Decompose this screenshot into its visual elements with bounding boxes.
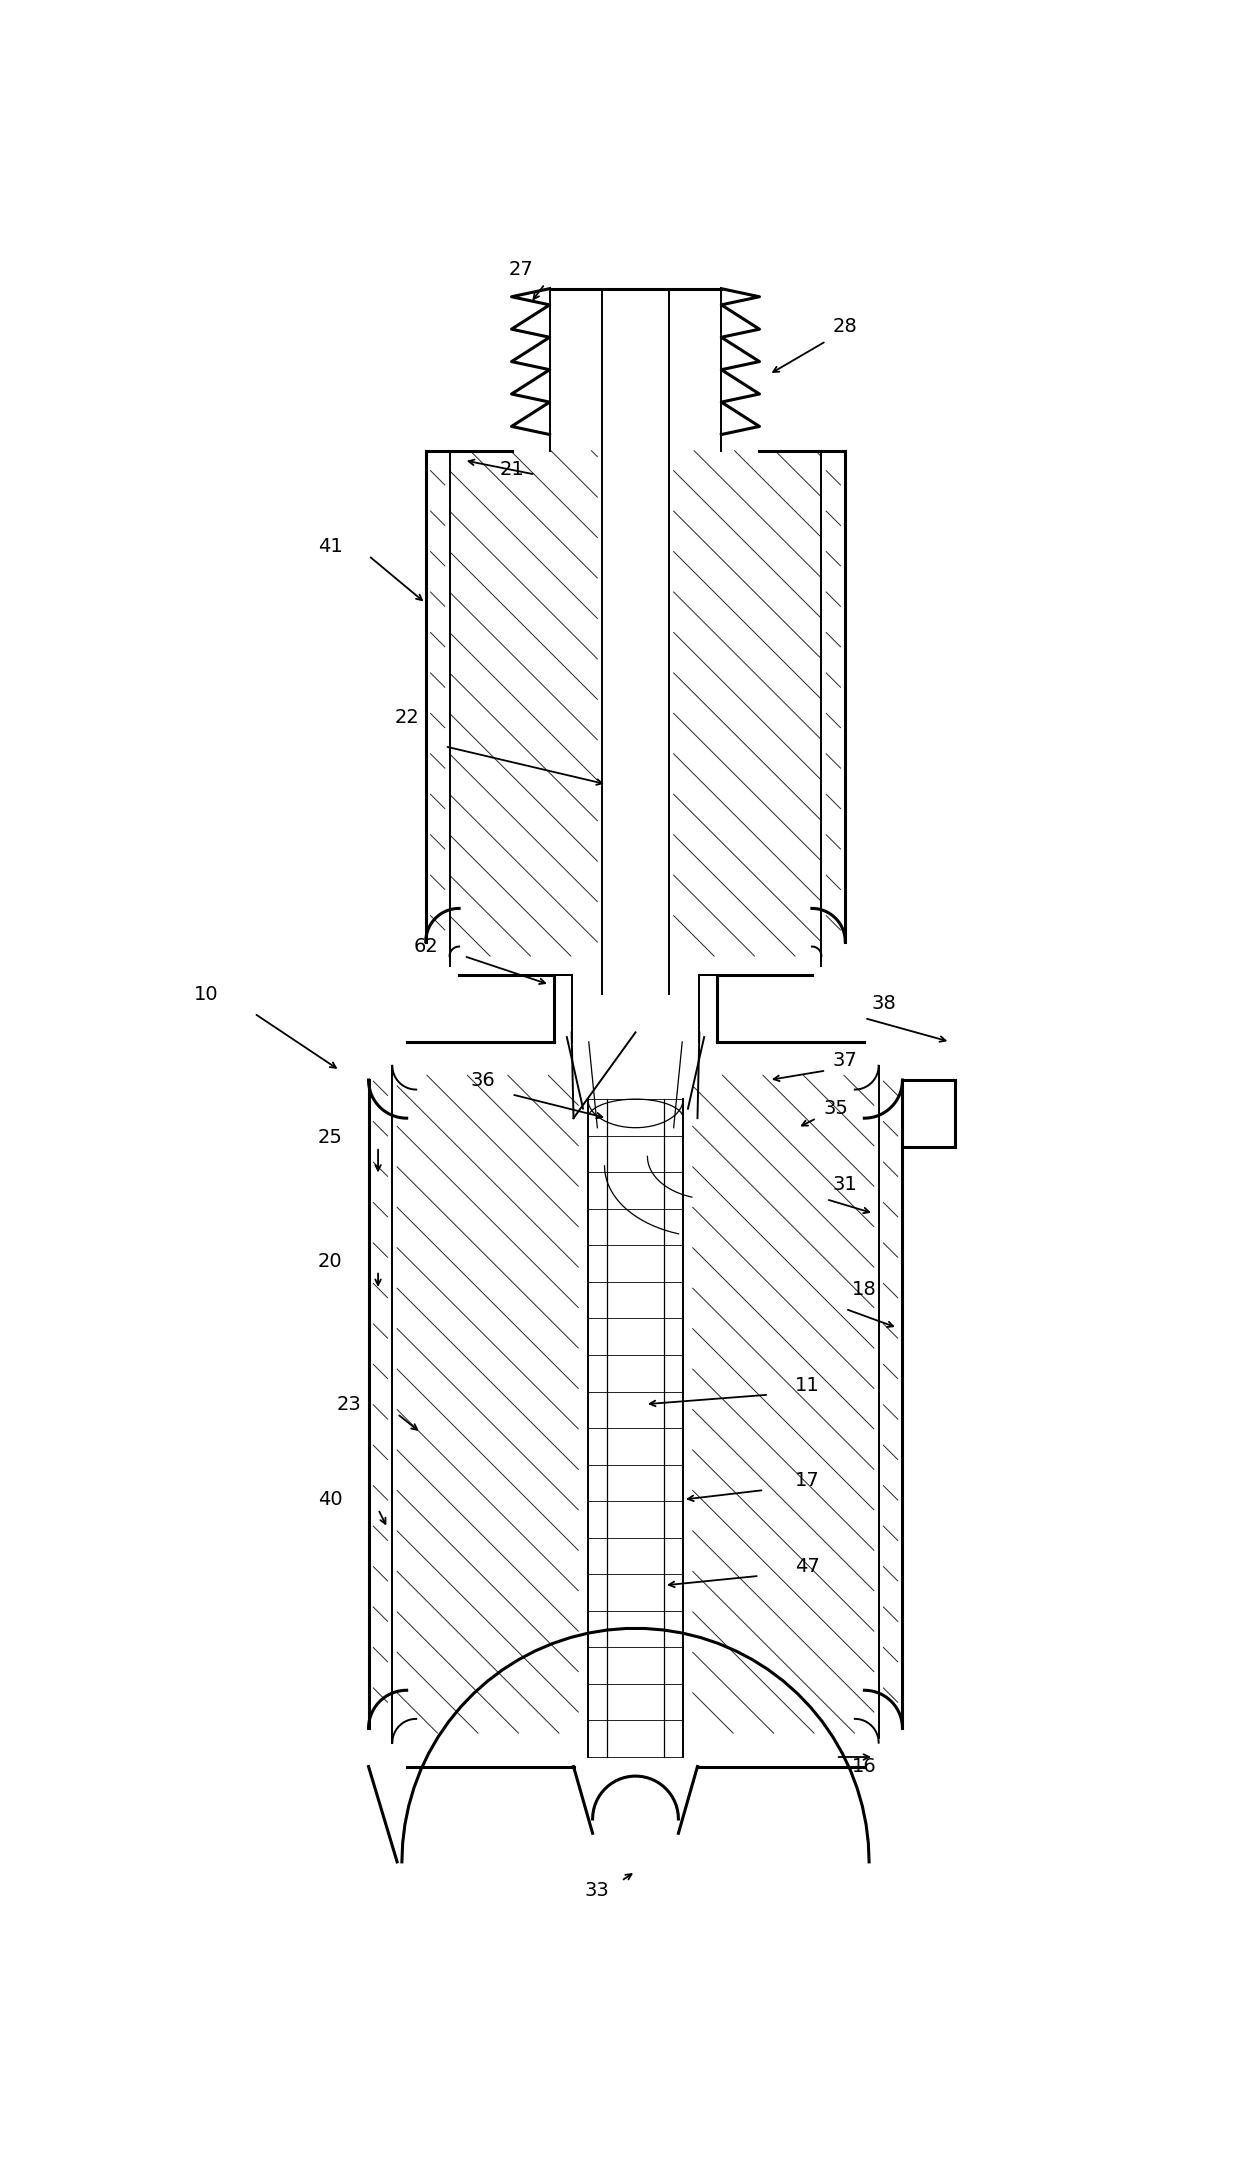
Text: 38: 38: [870, 995, 895, 1014]
Text: 22: 22: [394, 709, 419, 728]
Text: 27: 27: [508, 260, 533, 280]
Text: 41: 41: [317, 537, 342, 555]
Text: 21: 21: [500, 459, 525, 479]
Text: 40: 40: [319, 1491, 342, 1508]
Text: 28: 28: [833, 316, 858, 336]
Text: 20: 20: [319, 1253, 342, 1270]
Text: 35: 35: [823, 1099, 848, 1118]
Text: 36: 36: [470, 1070, 495, 1090]
Text: 25: 25: [317, 1127, 342, 1146]
Text: 33: 33: [585, 1881, 610, 1900]
Text: 18: 18: [852, 1281, 877, 1300]
Text: 37: 37: [833, 1051, 858, 1070]
Text: 17: 17: [795, 1471, 820, 1491]
Text: 62: 62: [413, 936, 438, 956]
Text: 16: 16: [852, 1757, 877, 1777]
Text: 11: 11: [795, 1376, 820, 1396]
Text: 31: 31: [833, 1175, 858, 1194]
Text: 47: 47: [795, 1556, 820, 1575]
Text: 10: 10: [195, 984, 218, 1003]
Text: 23: 23: [337, 1396, 362, 1413]
